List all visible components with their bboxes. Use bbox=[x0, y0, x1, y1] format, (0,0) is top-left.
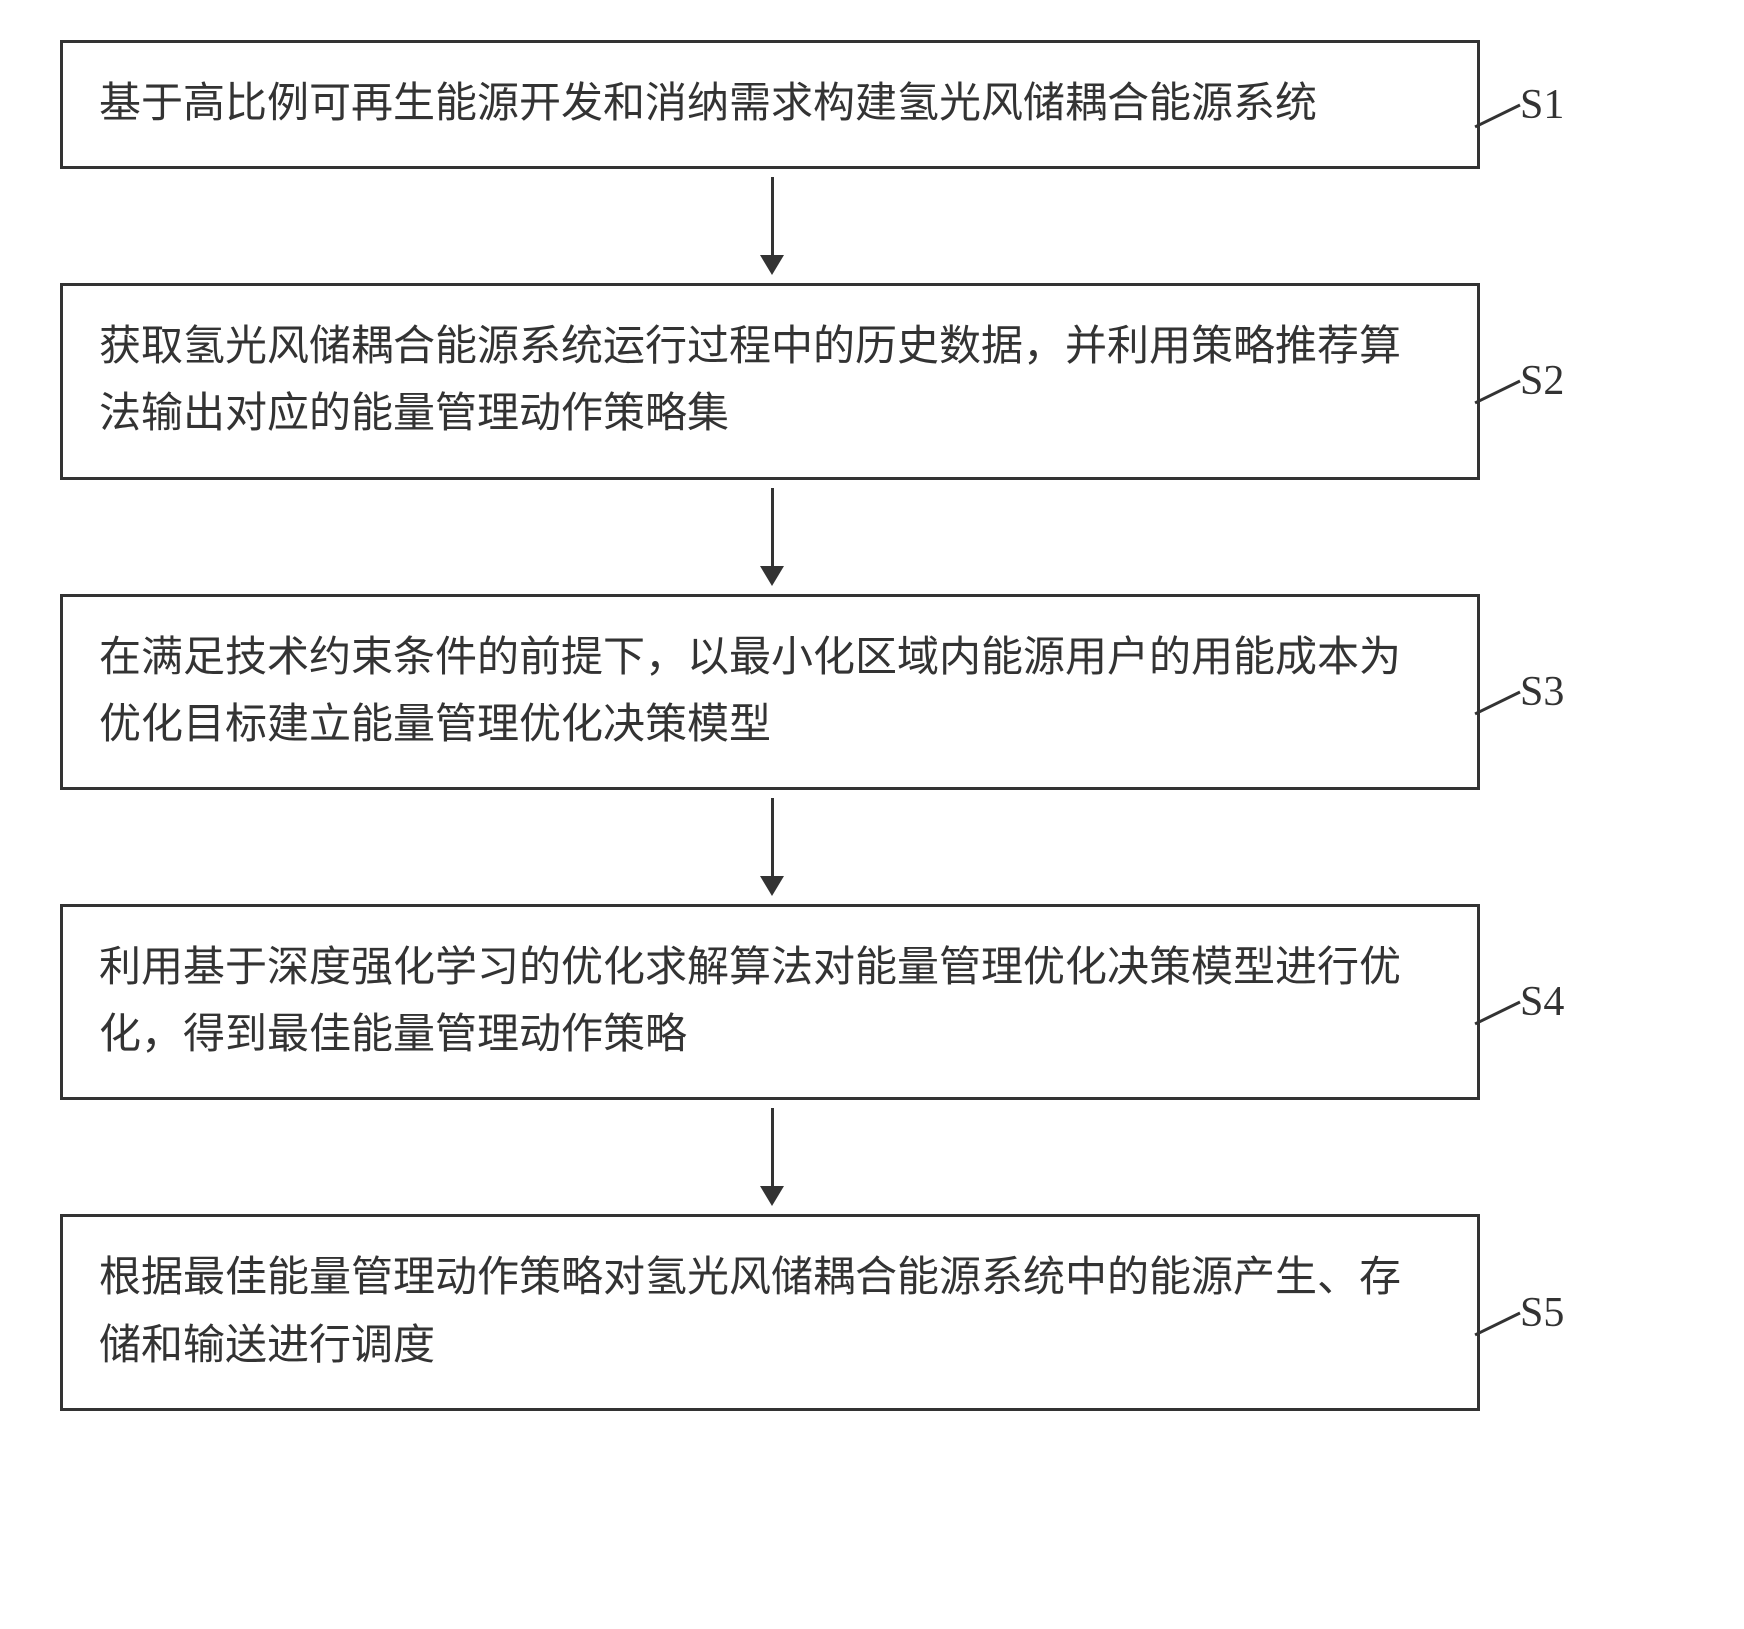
step-label-text-s4: S4 bbox=[1520, 979, 1564, 1025]
step-box-s1: 基于高比例可再生能源开发和消纳需求构建氢光风储耦合能源系统 bbox=[60, 40, 1480, 169]
step-text-s3: 在满足技术约束条件的前提下，以最小化区域内能源用户的用能成本为优化目标建立能量管… bbox=[99, 635, 1401, 748]
step-box-s4: 利用基于深度强化学习的优化求解算法对能量管理优化决策模型进行优化，得到最佳能量管… bbox=[60, 904, 1480, 1100]
arrow-head-icon bbox=[760, 255, 784, 275]
arrow-s3-s4 bbox=[760, 798, 784, 896]
step-box-s2: 获取氢光风储耦合能源系统运行过程中的历史数据，并利用策略推荐算法输出对应的能量管… bbox=[60, 283, 1480, 479]
step-text-s2: 获取氢光风储耦合能源系统运行过程中的历史数据，并利用策略推荐算法输出对应的能量管… bbox=[99, 324, 1401, 437]
arrow-head-icon bbox=[760, 1186, 784, 1206]
step-box-s3: 在满足技术约束条件的前提下，以最小化区域内能源用户的用能成本为优化目标建立能量管… bbox=[60, 594, 1480, 790]
step-label-text-s1: S1 bbox=[1520, 82, 1564, 128]
step-box-s5: 根据最佳能量管理动作策略对氢光风储耦合能源系统中的能源产生、存储和输送进行调度 bbox=[60, 1214, 1480, 1410]
step-label-s3: S3 bbox=[1520, 668, 1564, 716]
connector-line-icon bbox=[1474, 690, 1520, 715]
step-label-text-s3: S3 bbox=[1520, 669, 1564, 715]
arrow-s4-s5 bbox=[760, 1108, 784, 1206]
connector-line-icon bbox=[1474, 103, 1520, 128]
step-label-text-s2: S2 bbox=[1520, 358, 1564, 404]
step-row-s5: 根据最佳能量管理动作策略对氢光风储耦合能源系统中的能源产生、存储和输送进行调度 … bbox=[60, 1214, 1684, 1410]
step-label-s2: S2 bbox=[1520, 357, 1564, 405]
arrow-s2-s3 bbox=[760, 488, 784, 586]
arrow-s1-s2 bbox=[760, 177, 784, 275]
arrow-head-icon bbox=[760, 566, 784, 586]
arrow-head-icon bbox=[760, 876, 784, 896]
step-label-s4: S4 bbox=[1520, 978, 1564, 1026]
connector-line-icon bbox=[1474, 1311, 1520, 1336]
step-text-s4: 利用基于深度强化学习的优化求解算法对能量管理优化决策模型进行优化，得到最佳能量管… bbox=[99, 945, 1401, 1058]
flowchart-container: 基于高比例可再生能源开发和消纳需求构建氢光风储耦合能源系统 S1 获取氢光风储耦… bbox=[60, 40, 1684, 1411]
step-row-s1: 基于高比例可再生能源开发和消纳需求构建氢光风储耦合能源系统 S1 bbox=[60, 40, 1684, 169]
step-row-s4: 利用基于深度强化学习的优化求解算法对能量管理优化决策模型进行优化，得到最佳能量管… bbox=[60, 904, 1684, 1100]
arrow-line-icon bbox=[771, 798, 774, 876]
step-label-text-s5: S5 bbox=[1520, 1290, 1564, 1336]
step-row-s2: 获取氢光风储耦合能源系统运行过程中的历史数据，并利用策略推荐算法输出对应的能量管… bbox=[60, 283, 1684, 479]
arrow-line-icon bbox=[771, 1108, 774, 1186]
step-text-s5: 根据最佳能量管理动作策略对氢光风储耦合能源系统中的能源产生、存储和输送进行调度 bbox=[99, 1255, 1401, 1368]
step-label-s1: S1 bbox=[1520, 81, 1564, 129]
connector-line-icon bbox=[1474, 1001, 1520, 1026]
arrow-line-icon bbox=[771, 488, 774, 566]
step-text-s1: 基于高比例可再生能源开发和消纳需求构建氢光风储耦合能源系统 bbox=[99, 81, 1317, 127]
connector-line-icon bbox=[1474, 380, 1520, 405]
step-row-s3: 在满足技术约束条件的前提下，以最小化区域内能源用户的用能成本为优化目标建立能量管… bbox=[60, 594, 1684, 790]
arrow-line-icon bbox=[771, 177, 774, 255]
step-label-s5: S5 bbox=[1520, 1289, 1564, 1337]
